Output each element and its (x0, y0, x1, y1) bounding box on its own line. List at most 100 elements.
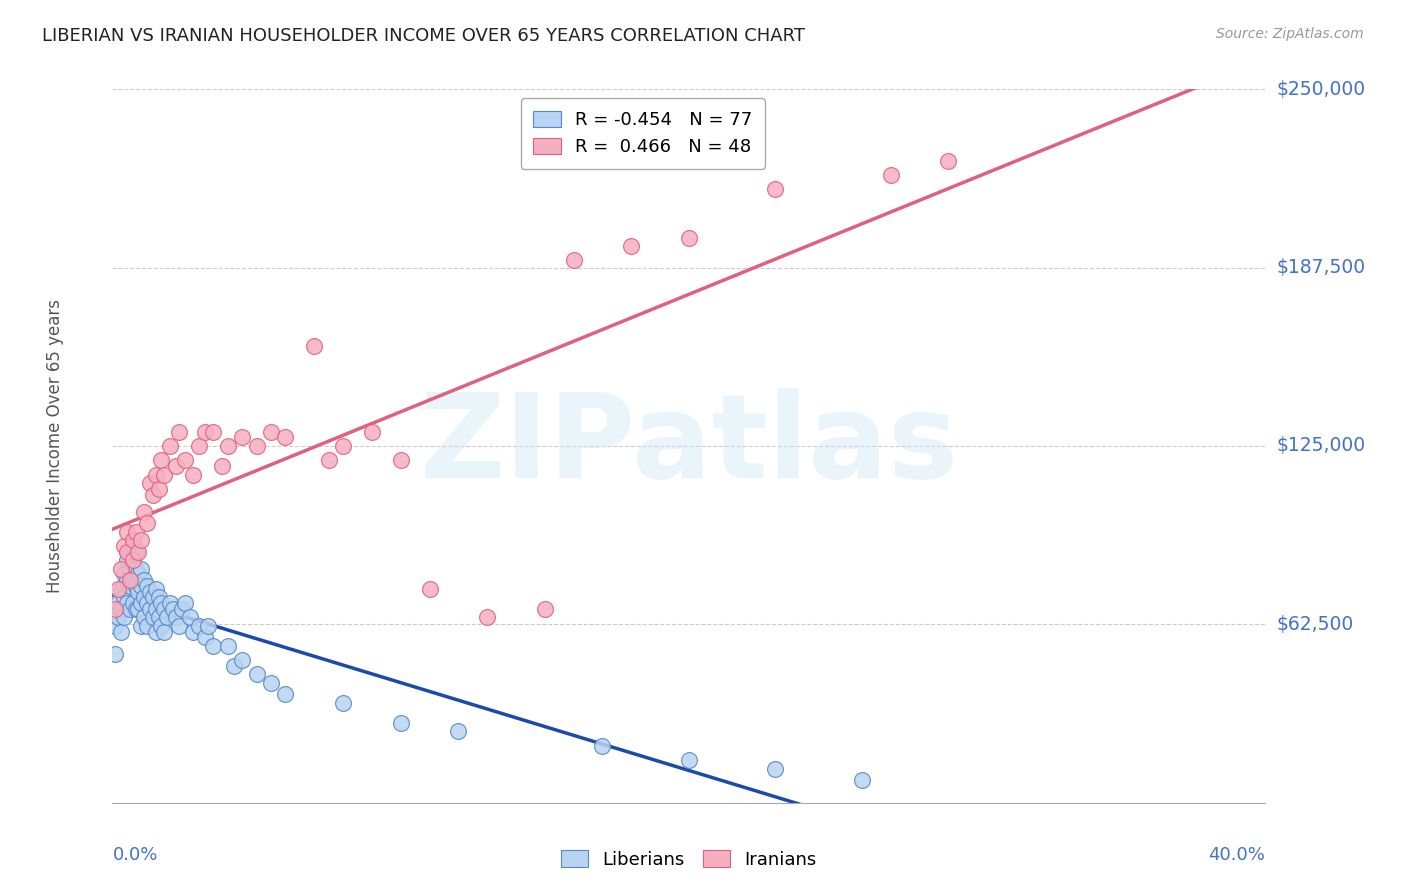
Point (121, 533, 143, 548)
Point (112, 539, 135, 553)
Text: $125,000: $125,000 (1277, 436, 1365, 456)
Point (124, 524, 146, 539)
Point (389, 715, 412, 730)
Point (159, 596, 181, 610)
Point (134, 610, 156, 624)
Point (145, 601, 167, 615)
Point (304, 339, 326, 353)
Point (217, 439, 239, 453)
Point (148, 482, 170, 496)
Point (127, 584, 149, 599)
Point (167, 619, 190, 633)
Point (332, 696, 354, 710)
Point (211, 458, 233, 473)
Point (159, 439, 181, 453)
Point (129, 619, 153, 633)
Point (880, 168, 903, 182)
Point (475, 610, 498, 624)
Point (129, 596, 153, 610)
Point (142, 487, 165, 501)
Text: Source: ZipAtlas.com: Source: ZipAtlas.com (1216, 27, 1364, 41)
Point (112, 567, 135, 582)
Point (124, 562, 146, 576)
Point (136, 579, 159, 593)
Point (678, 230, 700, 244)
Point (145, 582, 167, 596)
Point (188, 439, 211, 453)
Point (194, 425, 217, 439)
Point (110, 624, 132, 639)
Point (592, 739, 614, 753)
Point (115, 553, 138, 567)
Point (165, 610, 187, 624)
Point (150, 453, 173, 467)
Legend: Liberians, Iranians: Liberians, Iranians (554, 843, 824, 876)
Point (104, 619, 127, 633)
Point (318, 453, 340, 467)
Point (165, 458, 187, 473)
Point (121, 539, 143, 553)
Point (202, 639, 225, 653)
Point (121, 553, 143, 567)
Point (217, 639, 239, 653)
Point (118, 573, 141, 587)
Point (121, 556, 143, 570)
Point (107, 582, 129, 596)
Point (332, 439, 354, 453)
Point (153, 467, 176, 482)
Point (118, 562, 141, 576)
Point (107, 610, 129, 624)
Point (274, 430, 297, 444)
Point (142, 591, 165, 605)
Point (153, 601, 176, 615)
Point (678, 753, 700, 767)
Point (173, 596, 195, 610)
Point (139, 584, 162, 599)
Point (936, 153, 959, 168)
Text: $62,500: $62,500 (1277, 615, 1354, 634)
Point (129, 533, 153, 548)
Point (110, 562, 132, 576)
Text: LIBERIAN VS IRANIAN HOUSEHOLDER INCOME OVER 65 YEARS CORRELATION CHART: LIBERIAN VS IRANIAN HOUSEHOLDER INCOME O… (42, 27, 806, 45)
Point (222, 658, 245, 673)
Point (129, 579, 153, 593)
Text: Householder Income Over 65 years: Householder Income Over 65 years (46, 299, 63, 593)
Point (202, 425, 225, 439)
Point (118, 601, 141, 615)
Point (134, 591, 156, 605)
Point (167, 425, 190, 439)
Text: $187,500: $187,500 (1277, 258, 1365, 277)
Point (124, 544, 146, 558)
Point (148, 591, 170, 605)
Point (145, 467, 167, 482)
Point (139, 601, 162, 615)
Point (127, 567, 149, 582)
Text: 40.0%: 40.0% (1209, 846, 1265, 863)
Point (150, 619, 173, 633)
Point (121, 573, 143, 587)
Point (231, 653, 253, 667)
Point (104, 601, 127, 615)
Point (121, 596, 143, 610)
Point (134, 505, 156, 519)
Point (179, 610, 201, 624)
Point (150, 596, 173, 610)
Point (170, 601, 193, 615)
Point (115, 544, 138, 558)
Point (124, 601, 146, 615)
Point (148, 610, 170, 624)
Point (142, 610, 165, 624)
Point (562, 253, 585, 268)
Point (245, 667, 267, 681)
Point (851, 772, 873, 787)
Point (118, 579, 141, 593)
Point (107, 596, 129, 610)
Point (181, 624, 204, 639)
Text: ZIPatlas: ZIPatlas (419, 389, 959, 503)
Point (389, 453, 412, 467)
Point (136, 596, 159, 610)
Point (134, 573, 156, 587)
Point (145, 624, 167, 639)
Point (197, 619, 219, 633)
Point (274, 687, 297, 701)
